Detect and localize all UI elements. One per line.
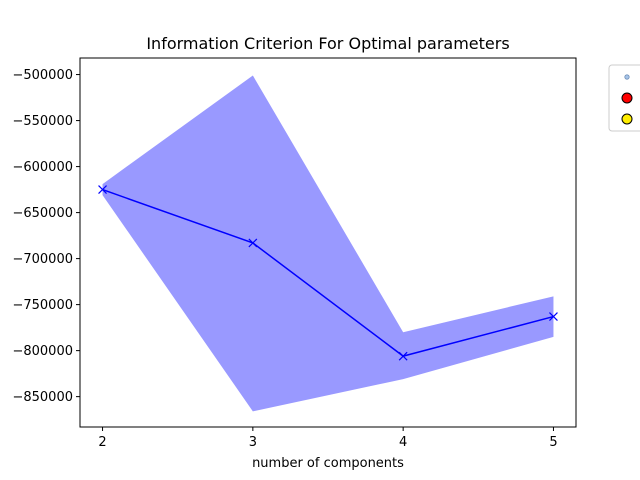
data-point (248, 238, 258, 248)
x-axis: 2 3 4 5 (98, 427, 558, 450)
legend-marker (621, 113, 633, 125)
y-tick-label: −750000 (12, 298, 73, 313)
x-tick-label: 4 (399, 435, 407, 450)
data-point (549, 312, 558, 322)
plot-frame (79, 57, 577, 428)
chart-title: Information Criterion For Optimal parame… (146, 34, 509, 53)
y-tick-label: −800000 (12, 344, 73, 359)
legend-marker (621, 92, 633, 104)
legend (608, 64, 640, 132)
x-axis-label: number of components (252, 456, 404, 471)
data-point (98, 185, 107, 195)
confidence-band (102, 75, 554, 412)
plot-area (98, 75, 558, 412)
y-tick-label: −600000 (12, 160, 73, 175)
y-tick-label: −850000 (12, 390, 73, 405)
x-tick-label: 2 (98, 435, 106, 450)
series-line (102, 188, 554, 357)
x-tick-label: 3 (249, 435, 257, 450)
y-axis: −850000 −800000 −750000 −700000 −650000 −6000… (12, 68, 80, 405)
y-tick-label: −700000 (12, 252, 73, 267)
legend-marker (624, 74, 630, 80)
y-tick-label: −500000 (12, 68, 73, 83)
data-point (398, 351, 408, 361)
x-tick-label: 5 (549, 435, 557, 450)
y-tick-label: −550000 (12, 114, 73, 129)
y-tick-label: −650000 (12, 206, 73, 221)
